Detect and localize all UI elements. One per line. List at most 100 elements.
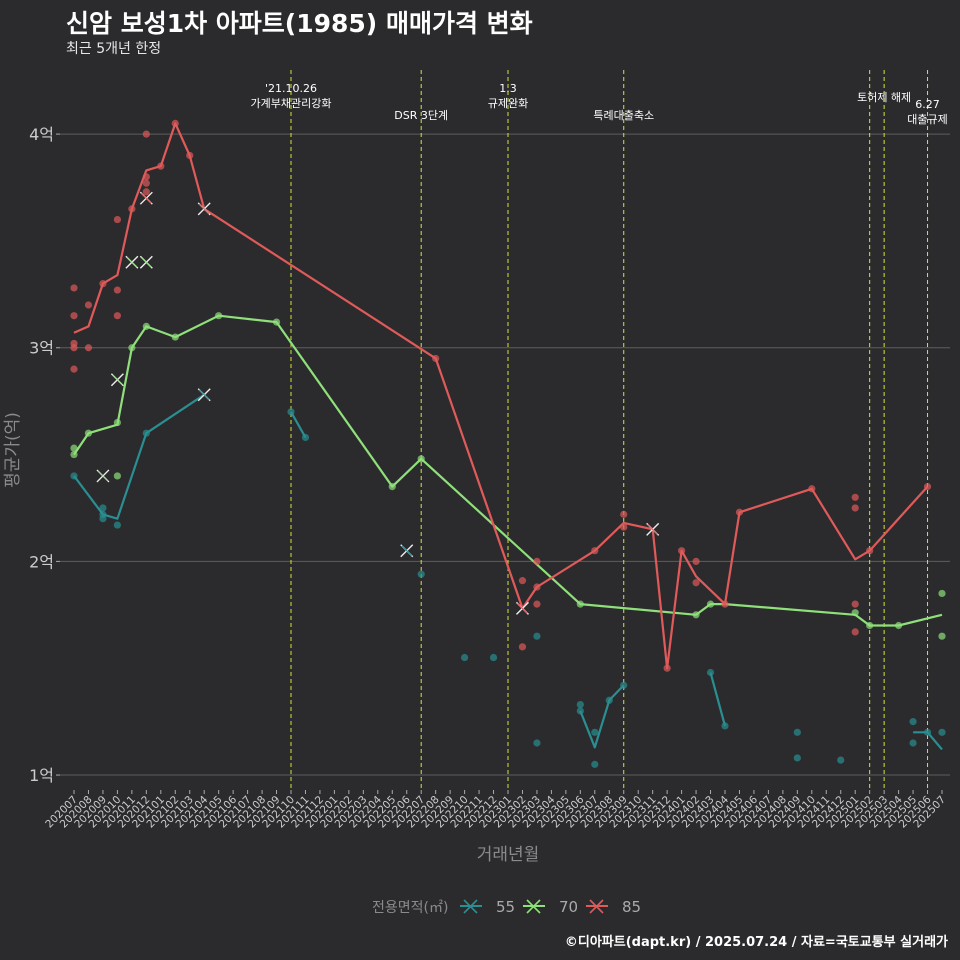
x-axis-label: 거래년월 <box>477 845 540 865</box>
data-point-70 <box>388 483 396 491</box>
data-point-85 <box>113 215 121 224</box>
data-point-70 <box>128 344 136 352</box>
data-point-85 <box>533 557 541 565</box>
event-label: 1.3 <box>499 82 517 95</box>
data-point-70 <box>576 600 584 608</box>
series-line-70 <box>73 314 943 627</box>
legend-label: 55 <box>496 898 515 916</box>
data-point-85 <box>84 344 93 352</box>
data-point-85 <box>113 286 121 294</box>
data-point-55 <box>793 754 801 762</box>
cancelled-marker-55 <box>400 544 414 558</box>
data-point-55 <box>533 632 541 640</box>
grid-lines <box>60 133 950 776</box>
data-point-55 <box>938 728 946 736</box>
data-point-85 <box>851 628 859 636</box>
y-axis: 1억 2억 3억 4억 <box>29 125 60 785</box>
data-point-55 <box>620 681 628 689</box>
series-line-55 <box>290 411 307 439</box>
data-point-85 <box>70 365 78 373</box>
data-point-85 <box>808 485 816 493</box>
data-point-70 <box>113 418 121 427</box>
legend-title: 전용면적(㎡) <box>372 900 448 916</box>
data-point-55 <box>576 700 584 709</box>
series-line-55 <box>579 684 625 749</box>
legend-label: 70 <box>559 898 578 916</box>
data-point-55 <box>591 760 599 768</box>
event-label: 규제완화 <box>488 97 528 110</box>
data-point-55 <box>837 756 845 764</box>
cancelled-stroke <box>517 603 528 614</box>
data-point-55 <box>489 653 498 662</box>
data-point-70 <box>70 444 78 452</box>
data-point-55 <box>909 718 917 726</box>
legend-cross <box>463 899 478 914</box>
data-point-85 <box>70 312 78 320</box>
data-point-85 <box>113 312 121 320</box>
event-label: 6.27 <box>915 98 940 111</box>
event-label: 가계부채관리강화 <box>251 97 332 110</box>
data-point-85 <box>678 547 686 555</box>
data-point-55 <box>605 696 613 704</box>
series-line-55 <box>709 672 727 727</box>
data-point-55 <box>721 722 729 730</box>
data-point-70 <box>938 589 946 598</box>
cancelled-stroke <box>140 256 152 268</box>
data-point-85 <box>620 510 628 518</box>
data-point-70 <box>417 455 425 463</box>
data-point-85 <box>851 600 859 608</box>
data-point-85 <box>533 600 541 608</box>
chart-title: 신암 보성1차 아파트(1985) 매매가격 변화 <box>66 9 533 38</box>
legend-item-85: 85 <box>586 898 641 916</box>
cancelled-marker-70 <box>125 255 139 269</box>
data-point-85 <box>518 577 527 585</box>
data-point-85 <box>620 523 628 531</box>
event-label: DSR 3단계 <box>394 109 448 122</box>
cancelled-marker-85 <box>139 191 153 205</box>
data-point-55 <box>70 472 78 480</box>
cancelled-stroke <box>198 203 210 215</box>
data-point-70 <box>851 609 859 617</box>
data-point-55 <box>461 653 469 662</box>
legend: 전용면적(㎡) 55 70 85 <box>372 898 641 916</box>
data-point-55 <box>533 739 541 747</box>
cancelled-marker-85 <box>515 601 529 615</box>
data-point-55 <box>793 728 801 736</box>
data-point-55 <box>923 728 932 736</box>
cancelled-stroke <box>126 256 138 268</box>
data-point-85 <box>533 583 541 591</box>
cancelled-stroke <box>401 545 413 557</box>
y-axis-label: 평균가(억) <box>3 412 23 488</box>
legend-item-70: 70 <box>523 898 578 916</box>
data-point-85 <box>70 284 78 292</box>
series-line-55 <box>73 393 205 520</box>
data-point-55 <box>706 668 715 677</box>
chart-subtitle: 최근 5개년 한정 <box>66 41 162 57</box>
data-point-70 <box>142 322 150 330</box>
data-point-70 <box>70 450 78 459</box>
y-tick-label: 1억 <box>29 766 54 785</box>
cancelled-stroke <box>140 192 152 204</box>
data-point-55 <box>99 515 107 523</box>
data-point-85 <box>923 483 932 491</box>
data-point-70 <box>84 429 93 437</box>
legend-cross <box>589 899 604 914</box>
data-point-55 <box>142 429 150 437</box>
data-point-85 <box>157 162 165 170</box>
cancelled-stroke <box>112 374 123 386</box>
data-point-55 <box>113 521 121 529</box>
cancelled-marker-55 <box>197 388 211 402</box>
data-point-55 <box>99 504 107 512</box>
data-point-70 <box>272 318 281 326</box>
data-point-55 <box>301 433 310 442</box>
source-caption: ©디아파트(dapt.kr) / 2025.07.24 / 자료=국토교통부 실… <box>564 935 948 950</box>
data-point-85 <box>851 493 859 501</box>
data-point-85 <box>142 173 150 181</box>
data-point-85 <box>70 344 78 352</box>
data-point-55 <box>417 570 425 578</box>
cancelled-marker-70 <box>110 373 124 387</box>
cancelled-marker-85 <box>646 522 660 536</box>
event-label: '21.10.26 <box>265 82 317 95</box>
